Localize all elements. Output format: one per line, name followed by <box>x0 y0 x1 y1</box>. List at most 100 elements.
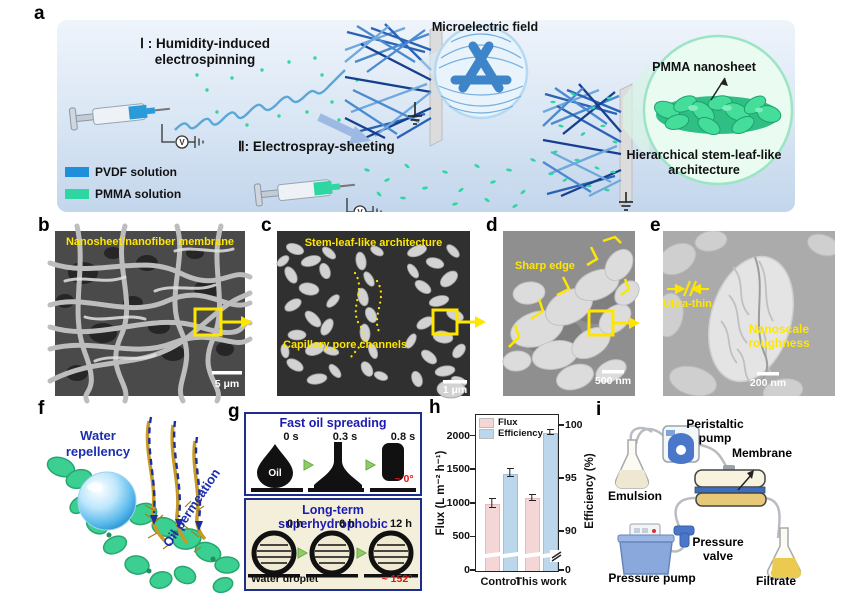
left-tick-mark <box>470 434 475 437</box>
water-repellency-label: Water repellency <box>65 428 131 459</box>
right-tick-90: 90 <box>565 525 577 538</box>
filtration-setup-diagram <box>614 425 802 579</box>
right-tick-0: 0 <box>565 564 571 576</box>
pvdf-swatch <box>65 167 89 177</box>
pmma-nanosheet-inset <box>642 34 794 186</box>
ultra-thin-marks <box>667 280 709 297</box>
panel-letter-h: h <box>429 397 441 418</box>
panel-a-illustration: V <box>68 23 794 212</box>
microelectric-field-inset <box>433 24 529 120</box>
time-08s: 0.8 s <box>390 431 416 443</box>
pressure-valve-label: Pressure valve <box>692 535 744 563</box>
pressure-valve <box>673 525 695 548</box>
right-axis-title: Efficiency (%) <box>584 453 596 529</box>
sequence-arrow-4 <box>356 547 368 559</box>
legend-swatch <box>479 428 494 439</box>
bar-axis-break <box>484 551 500 559</box>
left-tick-1500: 1500 <box>446 463 470 476</box>
oil-droplet-08s <box>382 443 404 481</box>
hierarchical-architecture-label: Hierarchical stem-leaf-like architecture <box>626 148 782 177</box>
error-bar-flux-1 <box>528 494 536 501</box>
sem-e-image <box>654 230 839 404</box>
water-droplet-caption: Water droplet <box>251 573 319 585</box>
capillary-label: Capillary pore channels <box>283 339 408 351</box>
sequence-arrow-2 <box>365 459 377 471</box>
time-03s: 0.3 s <box>332 431 358 443</box>
bar-axis-break <box>524 551 540 559</box>
pmma-swatch <box>65 189 89 199</box>
right-tick-95: 95 <box>565 471 577 484</box>
right-tick-mark <box>559 530 564 532</box>
oil-stem-fuzz <box>144 500 205 553</box>
time-0h: 0 h <box>287 518 303 530</box>
fiber-mat-2 <box>542 83 633 207</box>
sequence-arrow-1 <box>303 459 315 471</box>
pressure-pump <box>617 523 675 575</box>
microelectric-field-label: Microelectric field <box>431 20 539 34</box>
time-12h: 12 h <box>389 518 412 530</box>
axis-break-icon <box>550 550 564 562</box>
panel-d-sem: Sharp edge 500 nm <box>502 231 640 396</box>
wettability-illustration <box>46 416 240 594</box>
panel-g-superhydrophobic: Long-term superhydrophobic 0 h 6 h 12 h … <box>244 498 422 591</box>
sem-b-image <box>47 223 253 404</box>
oil-spreading-title: Fast oil spreading <box>279 416 387 430</box>
scalebar-c-label: 1 μm <box>442 384 468 396</box>
time-6h: 6 h <box>339 518 355 530</box>
right-tick-mark <box>559 569 564 571</box>
ultra-thin-label: Ultra-thin <box>663 298 712 310</box>
nanoscale-roughness-label: Nanoscale roughness <box>748 322 810 350</box>
solution-legend: PVDF solution PMMA solution <box>65 162 181 204</box>
pvdf-label: PVDF solution <box>95 165 177 179</box>
panel-letter-i: i <box>596 399 602 420</box>
membrane-module <box>694 465 767 507</box>
sem-c-image <box>276 231 486 399</box>
sharp-edge-label: Sharp edge <box>515 260 575 272</box>
oil-droplet-03s <box>314 442 362 488</box>
pmma-label: PMMA solution <box>95 187 182 201</box>
scalebar-d-label: 500 nm <box>594 375 632 387</box>
electrospinning-jet <box>174 69 346 131</box>
contact-angle-water: ~ 152° <box>381 573 413 585</box>
zoom-cone-2 <box>623 62 649 160</box>
panel-c-caption: Stem-leaf-like architecture <box>304 237 443 249</box>
error-bar-flux-0 <box>488 497 496 508</box>
panel-letter-a: a <box>34 3 45 24</box>
panel-a-schematic: V <box>57 20 795 212</box>
pmma-nanosheet-label: PMMA nanosheet <box>652 60 756 74</box>
humidity-droplets <box>195 56 359 127</box>
legend-pmma: PMMA solution <box>65 184 181 204</box>
sem-d-image <box>502 231 640 396</box>
left-tick-500: 500 <box>452 530 470 543</box>
legend-item-efficiency: Efficiency <box>479 428 543 439</box>
bar-flux-0 <box>484 503 500 571</box>
panel-letter-c: c <box>261 215 272 236</box>
error-bar-efficiency-0 <box>506 468 514 477</box>
zoom-arrow-b <box>241 316 252 328</box>
panel-b-caption: Nanosheet/nanofiber membrane <box>65 236 235 248</box>
process-arrow <box>317 113 371 144</box>
ground-symbol-2 <box>619 192 633 211</box>
step2-label: Ⅱ: Electrospray-sheeting <box>238 139 395 154</box>
panel-c-sem: Stem-leaf-like architecture Capillary po… <box>276 231 486 399</box>
oil-stems <box>145 420 207 544</box>
pressure-pump-label: Pressure pump <box>608 571 696 585</box>
contact-angle-oil: ~ 0° <box>394 473 414 485</box>
water-droplet-sequence <box>248 530 418 578</box>
scalebar-b-label: 5 μm <box>214 378 240 390</box>
step1-label: Ⅰ : Humidity-induced electrospinning <box>140 36 270 67</box>
panel-letter-b: b <box>38 215 50 236</box>
voltage-source-2 <box>346 198 382 212</box>
panel-letter-e: e <box>650 215 661 236</box>
legend-label: Efficiency <box>498 428 543 439</box>
capillary-dotted-lines <box>349 271 383 359</box>
scalebar-c <box>443 380 467 384</box>
bar-efficiency-0 <box>502 473 518 571</box>
oil-permeation-arrows <box>148 416 202 520</box>
water-droplet-photos <box>251 530 414 576</box>
zoom-arrow-d <box>629 317 640 329</box>
svg-text:V: V <box>357 208 363 212</box>
panel-e-sem: Ultra-thin Nanoscale roughness 200 nm <box>654 230 839 404</box>
bar-axis-break <box>502 551 518 559</box>
sharp-edge-marks <box>508 235 631 348</box>
